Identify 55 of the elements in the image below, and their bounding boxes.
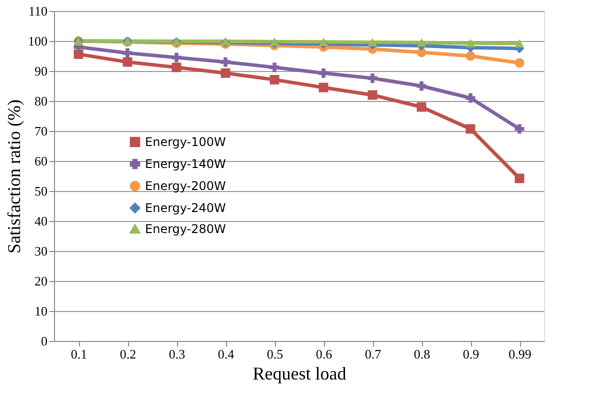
legend-label: Energy-280W (145, 222, 226, 236)
point (122, 57, 132, 67)
point (122, 48, 132, 58)
point (466, 51, 476, 61)
point (172, 62, 182, 72)
point (318, 38, 328, 46)
x-axis-title: Request load (252, 364, 346, 384)
point (514, 174, 524, 184)
point (416, 102, 426, 112)
y-axis-title: Satisfaction ratio (%) (4, 100, 24, 254)
legend-label: Energy-200W (145, 179, 226, 193)
x-tick-label: 0.7 (364, 346, 382, 362)
legend-label: Energy-100W (145, 135, 226, 149)
point (220, 68, 230, 78)
y-tick-label: 20 (34, 274, 48, 288)
y-tick-label: 100 (28, 34, 48, 48)
point (514, 58, 524, 68)
y-tick-label: 90 (34, 64, 48, 78)
x-tick-label: 0.8 (414, 346, 430, 362)
y-tick-label: 0 (41, 334, 48, 348)
point (466, 93, 476, 103)
point (368, 73, 378, 83)
y-tick-label: 10 (34, 304, 48, 318)
point (368, 90, 378, 100)
x-tick-label: 0.3 (168, 346, 186, 362)
y-tick-label: 70 (34, 124, 48, 138)
point (466, 38, 476, 48)
y-tick-label: 40 (34, 214, 48, 228)
point (270, 74, 280, 84)
x-tick-label: 0.5 (266, 346, 284, 362)
x-tick-label: 0.99 (508, 346, 532, 362)
legend-label: Energy-140W (145, 157, 226, 171)
x-tick-label: 0.1 (70, 346, 88, 362)
point (416, 38, 426, 47)
point (514, 124, 524, 134)
point (270, 37, 280, 46)
point (270, 62, 280, 72)
x-tick-label: 0.9 (462, 346, 480, 362)
point (416, 81, 426, 91)
y-tick-label: 30 (34, 244, 48, 258)
point (318, 82, 328, 92)
y-tick-label: 60 (34, 154, 48, 168)
point (466, 124, 476, 134)
point (172, 52, 182, 62)
y-tick-label: 110 (28, 4, 48, 18)
point (318, 68, 328, 78)
point (368, 38, 378, 46)
point (514, 39, 524, 48)
x-tick-label: 0.4 (218, 346, 235, 362)
point (220, 57, 230, 67)
legend-label: Energy-240W (145, 201, 226, 215)
y-tick-label: 50 (34, 184, 48, 198)
x-tick-label: 0.6 (316, 346, 333, 362)
x-tick-label: 0.2 (120, 346, 136, 362)
y-tick-label: 80 (34, 94, 48, 108)
